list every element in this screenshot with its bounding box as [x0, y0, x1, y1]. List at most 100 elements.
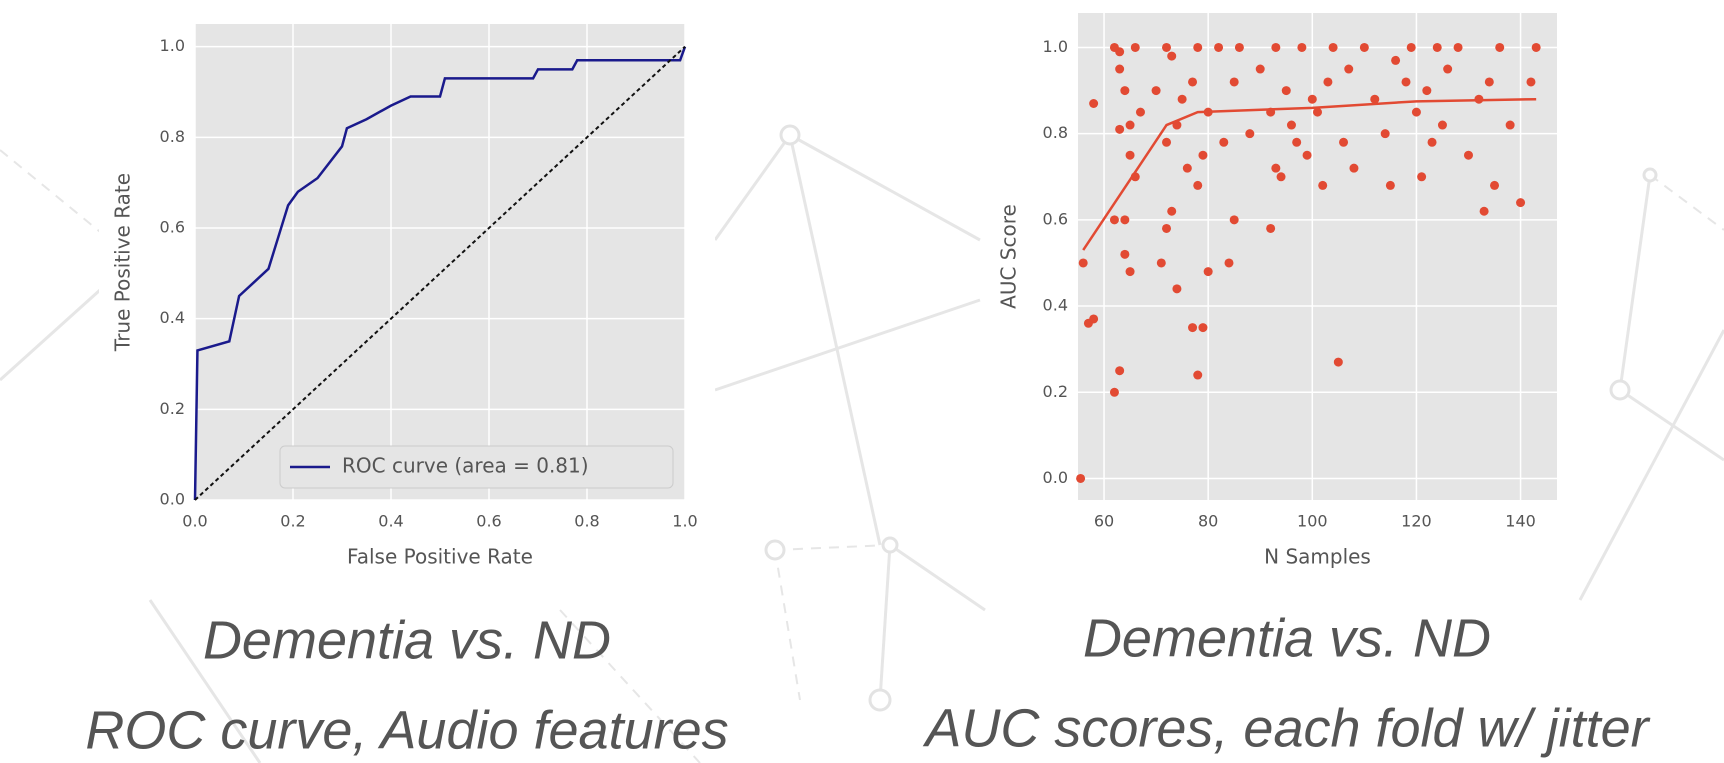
point [1162, 223, 1172, 233]
point [1115, 366, 1125, 376]
point [1188, 323, 1198, 333]
y-axis-label: True Positive Rate [111, 173, 135, 352]
point [1151, 86, 1161, 96]
caption: AUC scores, each fold w/ jitter [922, 698, 1650, 758]
point [1229, 77, 1239, 87]
y-tick-label: 1.0 [1043, 37, 1068, 56]
point [1245, 129, 1255, 139]
x-tick-label: 0.2 [280, 512, 305, 531]
point [1203, 267, 1213, 277]
point [1135, 107, 1145, 117]
point [1385, 180, 1395, 190]
point [1120, 249, 1130, 259]
point [1453, 42, 1463, 52]
point [1484, 77, 1494, 87]
point [1292, 137, 1302, 147]
point [1193, 42, 1203, 52]
y-tick-label: 0.6 [1043, 209, 1068, 228]
x-tick-label: 60 [1094, 512, 1114, 531]
point [1531, 42, 1541, 52]
point [1286, 120, 1296, 130]
background-network [0, 124, 1724, 763]
point [1076, 473, 1086, 483]
point [1130, 42, 1140, 52]
x-tick-label: 0.6 [476, 512, 501, 531]
point [1214, 42, 1224, 52]
point [1224, 258, 1234, 268]
y-tick-label: 0.0 [160, 490, 185, 509]
y-tick-label: 0.6 [160, 218, 185, 237]
point [1339, 137, 1349, 147]
y-tick-label: 0.4 [1043, 296, 1068, 315]
reference-line [194, 45, 686, 501]
point [1411, 107, 1421, 117]
point [1516, 198, 1526, 208]
x-tick-label: 140 [1505, 512, 1536, 531]
point [1162, 137, 1172, 147]
point [1370, 94, 1380, 104]
point [1359, 42, 1369, 52]
point [1078, 258, 1088, 268]
point [1443, 64, 1453, 74]
point [1198, 323, 1208, 333]
point [1297, 42, 1307, 52]
legend [279, 445, 674, 489]
point [1406, 42, 1416, 52]
point [1344, 64, 1354, 74]
point [1328, 42, 1338, 52]
point [1333, 357, 1343, 367]
y-tick-label: 0.0 [1043, 468, 1068, 487]
point [1417, 172, 1427, 182]
point [1432, 42, 1442, 52]
point [1505, 120, 1515, 130]
point [1422, 86, 1432, 96]
point [1115, 64, 1125, 74]
caption: Dementia vs. ND [1083, 608, 1491, 668]
point [1255, 64, 1265, 74]
point [1302, 150, 1312, 160]
point [1281, 86, 1291, 96]
point [1089, 99, 1099, 109]
point [1463, 150, 1473, 160]
point [1172, 284, 1182, 294]
point [1125, 120, 1135, 130]
x-tick-label: 0.8 [574, 512, 599, 531]
charts: 0.0 0.2 0.4 0.6 0.8 1.0 0.0 0.2 0.4 0.6 0.8 1.0 Fals… [99, 0, 1584, 583]
caption: ROC curve, Audio features [85, 700, 728, 760]
x-tick-label: 1.0 [672, 512, 697, 531]
point [1276, 172, 1286, 182]
point [1318, 180, 1328, 190]
point [1167, 51, 1177, 61]
x-tick-label: 100 [1297, 512, 1328, 531]
plot-area [195, 24, 685, 500]
y-tick-label: 0.4 [160, 308, 185, 327]
point [1120, 215, 1130, 225]
y-tick-label: 0.8 [1043, 123, 1068, 142]
point [1177, 94, 1187, 104]
point [1109, 387, 1119, 397]
point [1125, 267, 1135, 277]
point [1427, 137, 1437, 147]
point [1198, 150, 1208, 160]
point [1120, 86, 1130, 96]
point [1109, 215, 1119, 225]
y-tick-label: 0.8 [160, 127, 185, 146]
point [1115, 47, 1125, 57]
point [1490, 180, 1500, 190]
point [1188, 77, 1198, 87]
point [1156, 258, 1166, 268]
point [1125, 150, 1135, 160]
series-line [1082, 97, 1537, 251]
x-tick-label: 80 [1198, 512, 1218, 531]
point [1115, 124, 1125, 134]
x-tick-label: 120 [1401, 512, 1432, 531]
point [1391, 55, 1401, 65]
x-tick-label: 0.4 [378, 512, 403, 531]
x-tick-label: 0.0 [182, 512, 207, 531]
legend-label: ROC curve (area = 0.81) [342, 454, 589, 478]
point [1526, 77, 1536, 87]
point [1162, 42, 1172, 52]
point [1234, 42, 1244, 52]
point [1219, 137, 1229, 147]
point [1323, 77, 1333, 87]
